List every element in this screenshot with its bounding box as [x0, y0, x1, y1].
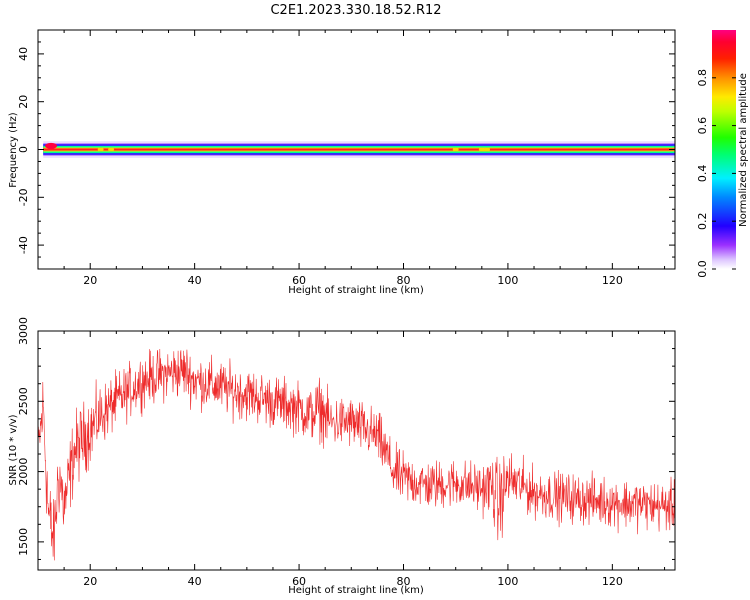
spectral-band-level [43, 148, 675, 151]
snr-xtick-label: 20 [83, 575, 97, 588]
spectrogram-ticks: 20 40 60 80 100 120 -40 -20 0 20 40 [17, 29, 675, 287]
spectrogram-xtick-label: 60 [292, 274, 306, 287]
spectrogram-ytick-label: -20 [17, 188, 30, 206]
snr-ticks: 20 40 60 80 100 120 1500 2000 2500 3000 [17, 317, 675, 588]
spectral-speckle [478, 147, 485, 152]
snr-ylabel: SNR (10 * v/v) [8, 414, 19, 485]
colorbar-tick-label: 0.2 [696, 212, 709, 230]
spectral-speckle [97, 147, 104, 152]
colorbar-ticks: 0.0 0.2 0.4 0.6 0.8 [696, 69, 736, 278]
colorbar-tick-label: 0.8 [696, 69, 709, 87]
colorbar-tick-label: 0.6 [696, 117, 709, 135]
spectrogram-ytick-label: -40 [17, 236, 30, 254]
spectrogram-xtick-label: 80 [396, 274, 410, 287]
spectrogram-xtick-label: 100 [497, 274, 518, 287]
spectral-speckle [484, 147, 491, 152]
spectrogram-panel: 20 40 60 80 100 120 -40 -20 0 20 40 Height of stra… [8, 29, 676, 296]
colorbar: 0.0 0.2 0.4 0.6 0.8 Normalized spectral ampl… [696, 30, 749, 278]
snr-ytick-label: 1500 [17, 528, 30, 556]
spectrogram-xtick-label: 40 [188, 274, 202, 287]
snr-xtick-label: 100 [497, 575, 518, 588]
snr-xtick-label: 80 [396, 575, 410, 588]
snr-ytick-label: 3000 [17, 317, 30, 345]
snr-ytick-label: 2000 [17, 458, 30, 486]
colorbar-label: Normalized spectral amplitude [738, 73, 749, 227]
snr-xtick-label: 120 [602, 575, 623, 588]
snr-panel: 20 40 60 80 100 120 1500 2000 2500 3000 Height of… [8, 317, 676, 596]
snr-xtick-label: 40 [188, 575, 202, 588]
spectrogram-ytick-label: 40 [17, 47, 30, 61]
spectrogram-xlabel: Height of straight line (km) [288, 285, 424, 296]
figure-title: C2E1.2023.330.18.52.R12 [270, 3, 441, 18]
spectrogram-xtick-label: 20 [83, 274, 97, 287]
spectral-peak [45, 142, 58, 149]
snr-xlabel: Height of straight line (km) [288, 585, 424, 596]
spectrogram-xtick-label: 120 [602, 274, 623, 287]
colorbar-tick-label: 0.0 [696, 260, 709, 278]
spectral-speckle [452, 147, 459, 152]
spectrogram-ytick-label: 0 [17, 146, 30, 153]
spectral-speckle [108, 147, 115, 152]
spectrogram-ytick-label: 20 [17, 95, 30, 109]
snr-frame [37, 330, 676, 571]
spectral-band [43, 141, 675, 158]
colorbar-tick-label: 0.4 [696, 165, 709, 183]
colorbar-gradient [712, 30, 736, 269]
snr-xtick-label: 60 [292, 575, 306, 588]
snr-series-line [38, 348, 675, 561]
spectrogram-ylabel: Frequency (Hz) [8, 112, 19, 188]
snr-ytick-label: 2500 [17, 387, 30, 415]
